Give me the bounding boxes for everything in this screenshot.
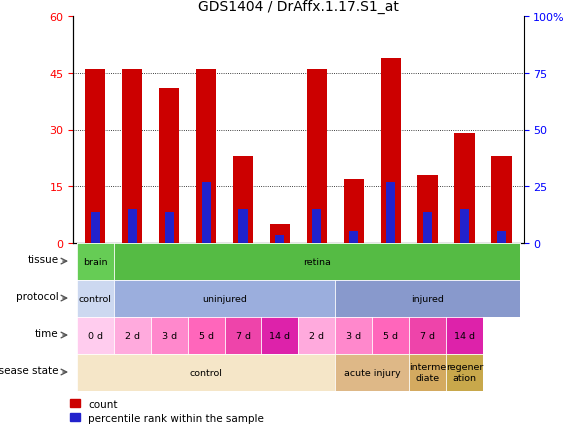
Text: protocol: protocol xyxy=(16,292,59,302)
Bar xyxy=(128,209,137,243)
Bar xyxy=(159,89,180,243)
Text: retina: retina xyxy=(303,257,331,266)
Text: 5 d: 5 d xyxy=(383,331,398,340)
Bar xyxy=(381,59,401,243)
Title: GDS1404 / DrAffx.1.17.S1_at: GDS1404 / DrAffx.1.17.S1_at xyxy=(198,0,399,13)
Bar xyxy=(307,70,327,243)
Text: 2 d: 2 d xyxy=(125,331,140,340)
Bar xyxy=(491,157,512,243)
Bar xyxy=(239,209,248,243)
Text: 14 d: 14 d xyxy=(454,331,475,340)
Bar xyxy=(202,183,211,243)
Bar xyxy=(497,232,506,243)
Text: control: control xyxy=(190,368,222,377)
Text: 5 d: 5 d xyxy=(199,331,213,340)
Text: 3 d: 3 d xyxy=(162,331,177,340)
Text: uninjured: uninjured xyxy=(202,294,247,303)
Bar xyxy=(164,213,174,243)
Bar xyxy=(460,209,469,243)
Text: regener
ation: regener ation xyxy=(446,362,483,382)
Legend: count, percentile rank within the sample: count, percentile rank within the sample xyxy=(67,396,267,426)
Text: brain: brain xyxy=(83,257,108,266)
Text: interme
diate: interme diate xyxy=(409,362,446,382)
Bar xyxy=(196,70,216,243)
Bar xyxy=(454,134,475,243)
Bar xyxy=(417,175,438,243)
Bar xyxy=(423,213,432,243)
Text: time: time xyxy=(35,329,59,339)
Text: disease state: disease state xyxy=(0,365,59,375)
Text: 7 d: 7 d xyxy=(235,331,251,340)
Bar xyxy=(91,213,100,243)
Text: control: control xyxy=(79,294,112,303)
Bar xyxy=(122,70,142,243)
Text: 14 d: 14 d xyxy=(270,331,291,340)
Bar xyxy=(386,183,395,243)
Text: 7 d: 7 d xyxy=(420,331,435,340)
Text: acute injury: acute injury xyxy=(344,368,400,377)
Bar xyxy=(349,232,358,243)
Bar xyxy=(233,157,253,243)
Bar xyxy=(343,179,364,243)
Text: 2 d: 2 d xyxy=(309,331,324,340)
Bar xyxy=(85,70,105,243)
Text: injured: injured xyxy=(411,294,444,303)
Text: 3 d: 3 d xyxy=(346,331,361,340)
Bar xyxy=(275,236,284,243)
Text: tissue: tissue xyxy=(28,255,59,265)
Bar xyxy=(312,209,321,243)
Text: 0 d: 0 d xyxy=(88,331,103,340)
Bar xyxy=(270,224,290,243)
